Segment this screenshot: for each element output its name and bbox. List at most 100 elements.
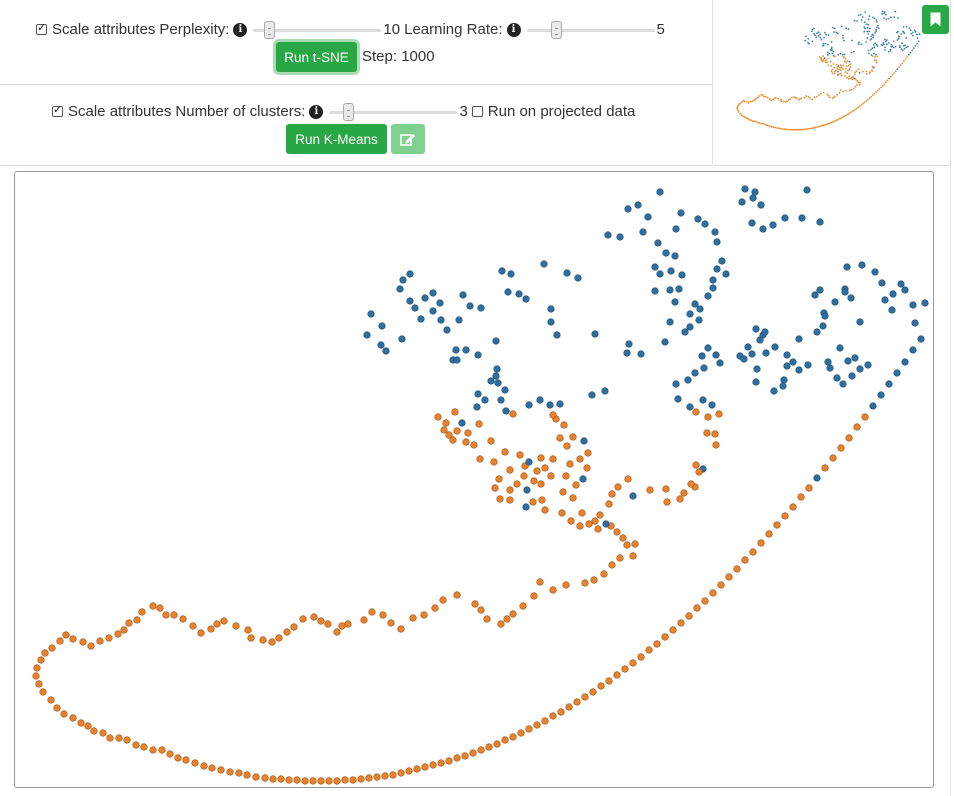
scatter-point [654,239,662,247]
minimap-point [814,34,816,37]
scatter-point [487,377,495,385]
minimap-point [736,107,739,110]
minimap-point [809,127,812,130]
scatter-point [333,777,341,785]
scatter-point [672,380,680,388]
scatter-point [881,296,889,304]
scatter-point [583,464,591,472]
minimap-point [837,118,840,121]
info-circle-icon[interactable]: i [309,104,324,119]
minimap-point [819,33,822,36]
scatter-point [637,350,645,358]
minimap-point [842,55,845,58]
scatter-point [207,625,215,633]
minimap-point [737,109,739,112]
minimap-point [902,26,905,28]
minimap-point [784,101,787,103]
scatter-point [493,365,501,373]
scatter-point [503,615,511,623]
bookmark-button[interactable] [922,5,949,34]
minimap-point [738,103,741,106]
info-circle-icon[interactable]: i [506,22,521,37]
clusters-slider-handle[interactable] [343,102,355,121]
scatter-point [608,490,616,498]
scatter-point [811,291,819,299]
scatter-point [189,622,197,630]
tsne-scale-checkbox[interactable] [36,21,47,35]
scatter-point [96,637,104,645]
minimap-point [782,100,785,103]
minimap-point [825,123,828,126]
scatter-point [709,284,717,292]
scatter-point [629,552,637,560]
minimap-point [814,126,817,129]
minimap-point [873,52,875,55]
scatter-point [502,407,510,415]
scatter-point [589,688,597,696]
minimap-point [851,78,854,81]
perplexity-slider-handle[interactable] [264,20,276,39]
scatter-point [675,285,683,293]
learning-rate-slider-handle[interactable] [550,20,562,39]
perplexity-slider[interactable] [253,20,382,39]
minimap-point [870,35,873,38]
info-circle-icon[interactable]: i [233,22,248,37]
minimap-point [857,43,860,46]
scatter-point [501,448,509,456]
minimap-point [850,88,853,91]
scatter-point [761,328,769,336]
minimap-point [839,89,842,91]
minimap-point [758,122,761,124]
kmeans-scale-checkbox[interactable] [52,103,63,117]
minimap-point [755,97,758,100]
minimap-point [904,44,907,47]
scatter-point [704,413,712,421]
scatter-point [878,279,886,287]
scatter-point [47,696,55,704]
minimap-point [862,102,864,105]
minimap-point [827,34,830,37]
minimap-point [799,97,801,100]
scatter-point [567,517,575,525]
learning-rate-slider[interactable] [526,20,655,39]
scatter-point [699,396,707,404]
scatter-point [487,437,495,445]
scatter-point [525,458,533,466]
scatter-point [506,486,514,494]
scatter-point [692,408,700,416]
clusters-slider[interactable] [329,102,458,121]
minimap-point [747,117,749,120]
scatter-point [751,188,759,196]
scatter-point [244,626,252,634]
minimap-point [815,36,818,39]
projected-data-checkbox[interactable] [471,106,483,117]
minimap-point [861,16,864,18]
minimap-point [774,126,777,129]
minimap[interactable] [713,0,950,166]
scatter-point [703,429,711,437]
scatter-point [170,611,178,619]
run-kmeans-button[interactable]: Run K-Means [286,124,387,154]
scatter-point [756,336,764,344]
scatter-point [821,464,829,472]
minimap-point [787,99,790,101]
scatter-point [722,270,730,278]
scatter-point [506,496,514,504]
scatter-point [869,402,877,410]
minimap-point [855,79,858,81]
minimap-point [883,11,886,13]
scatter-plot[interactable] [14,171,934,788]
minimap-point [849,77,852,80]
scatter-point [453,754,461,762]
scatter-point [158,746,166,754]
minimap-point [817,125,820,128]
scatter-point [436,299,444,307]
scatter-point [752,325,760,333]
edit-button[interactable] [391,124,425,154]
minimap-point [873,17,876,20]
scatter-point [452,346,460,354]
minimap-point [905,46,908,49]
scatter-point [406,270,414,278]
minimap-point [836,32,839,35]
run-tsne-button[interactable]: Run t-SNE [276,42,357,72]
